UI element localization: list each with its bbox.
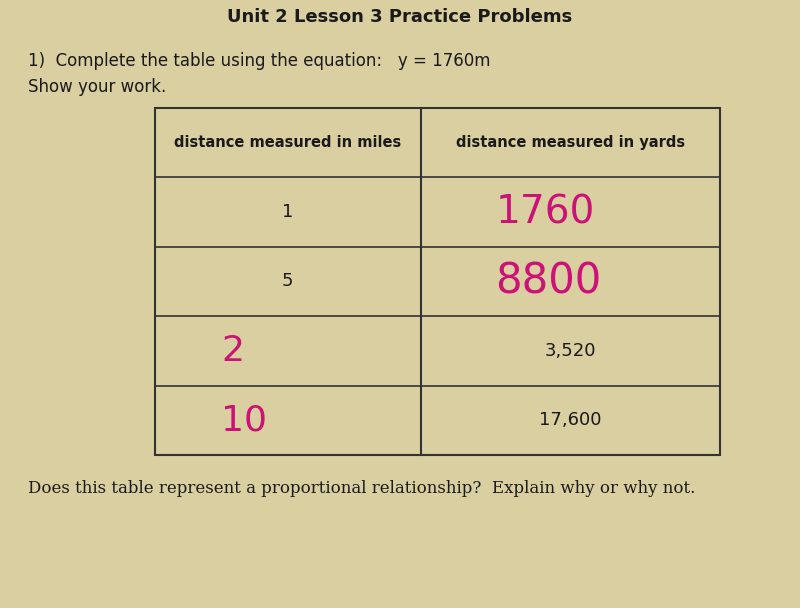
Text: Show your work.: Show your work. xyxy=(28,78,166,96)
Text: 2: 2 xyxy=(222,334,244,368)
Text: Unit 2 Lesson 3 Practice Problems: Unit 2 Lesson 3 Practice Problems xyxy=(227,8,573,26)
Text: 5: 5 xyxy=(282,272,294,291)
Text: 1: 1 xyxy=(282,203,294,221)
Bar xyxy=(155,108,720,455)
Text: 10: 10 xyxy=(222,403,267,437)
Text: 1760: 1760 xyxy=(495,193,594,231)
Text: 17,600: 17,600 xyxy=(539,411,602,429)
Text: distance measured in miles: distance measured in miles xyxy=(174,135,402,150)
Text: distance measured in yards: distance measured in yards xyxy=(456,135,685,150)
Text: Does this table represent a proportional relationship?  Explain why or why not.: Does this table represent a proportional… xyxy=(28,480,695,497)
Text: 8800: 8800 xyxy=(495,260,602,303)
Text: 3,520: 3,520 xyxy=(545,342,596,360)
Text: 1)  Complete the table using the equation:   y = 1760m: 1) Complete the table using the equation… xyxy=(28,52,490,70)
